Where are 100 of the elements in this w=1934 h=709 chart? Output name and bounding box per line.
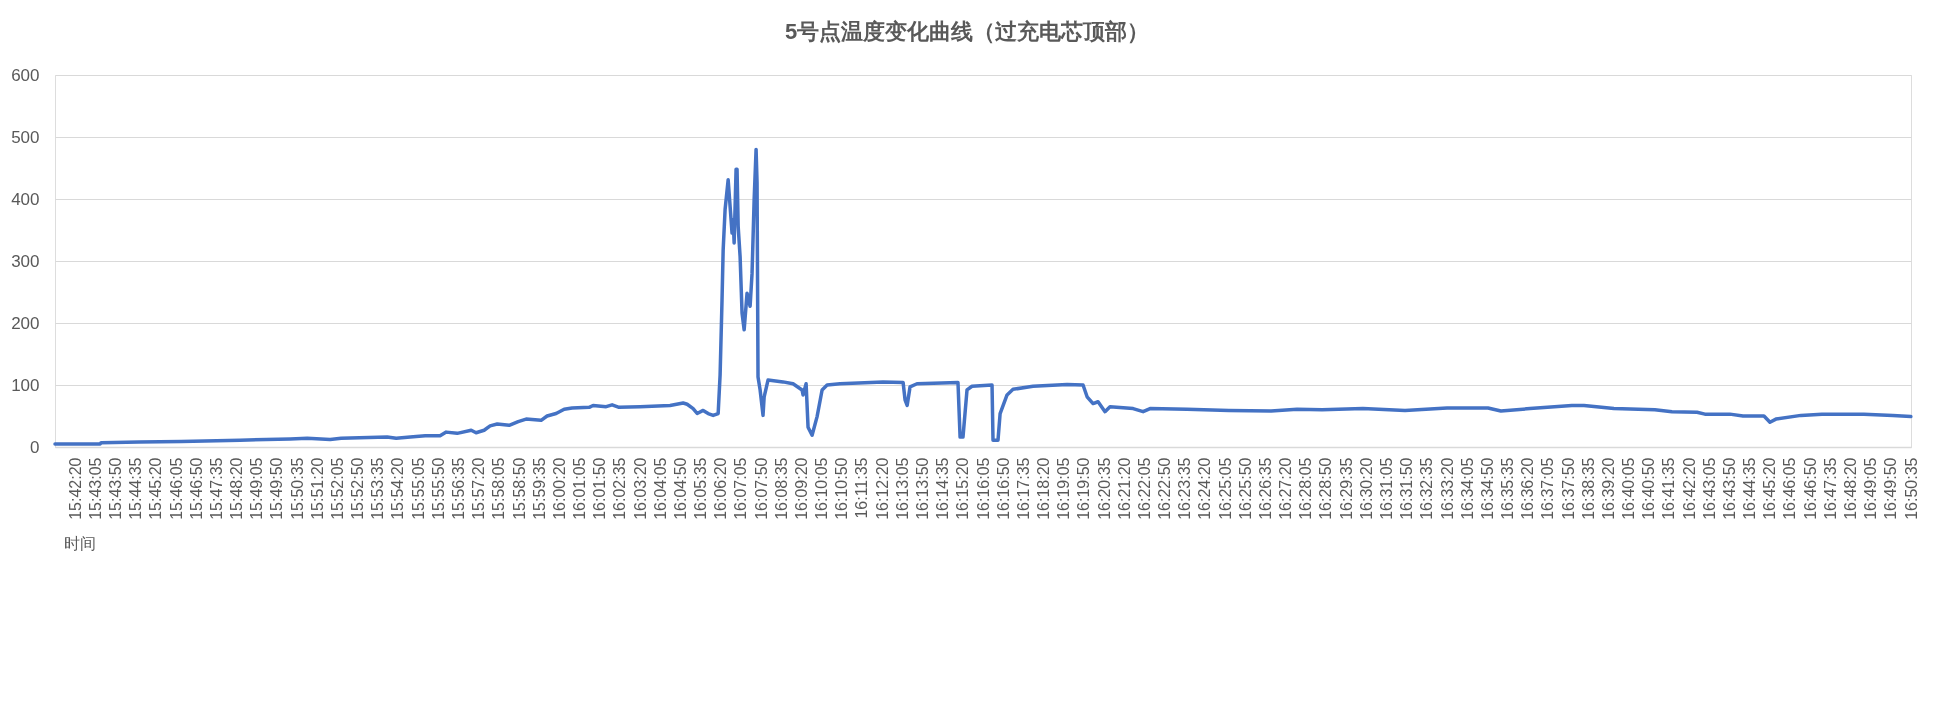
x-tick-label: 15:48:20 (228, 457, 246, 520)
x-tick-label: 16:12:20 (873, 457, 891, 520)
x-tick-label: 16:04:50 (671, 457, 689, 520)
x-tick-label: 16:40:05 (1620, 457, 1638, 520)
x-tick-label: 16:23:35 (1176, 457, 1194, 520)
x-tick-label: 16:15:20 (954, 457, 972, 520)
x-tick-label: 16:43:05 (1700, 457, 1718, 520)
x-tick-label: 16:31:50 (1398, 457, 1416, 520)
x-tick-label: 16:09:20 (792, 457, 810, 520)
x-tick-label: 16:04:05 (651, 457, 669, 520)
x-tick-label: 16:46:05 (1781, 457, 1799, 520)
x-tick-label: 15:55:05 (409, 457, 427, 520)
x-tick-label: 15:43:50 (107, 457, 125, 520)
x-tick-label: 16:18:20 (1035, 457, 1053, 520)
x-tick-label: 16:26:35 (1256, 457, 1274, 520)
x-tick-label: 16:48:20 (1841, 457, 1859, 520)
x-tick-label: 16:34:05 (1458, 457, 1476, 520)
x-tick-label: 16:50:35 (1902, 457, 1920, 520)
x-tick-label: 15:42:20 (66, 457, 84, 520)
x-tick-label: 15:45:20 (147, 457, 165, 520)
x-tick-label: 15:59:35 (530, 457, 548, 520)
x-tick-label: 16:22:05 (1135, 457, 1153, 520)
x-tick-label: 16:34:50 (1478, 457, 1496, 520)
x-tick-label: 16:45:20 (1761, 457, 1779, 520)
x-tick-label: 16:13:50 (913, 457, 931, 520)
x-tick-label: 15:52:05 (328, 457, 346, 520)
x-tick-label: 16:10:05 (813, 457, 831, 520)
x-tick-label: 16:41:35 (1660, 457, 1678, 520)
x-tick-label: 15:58:50 (510, 457, 528, 520)
x-tick-label: 16:47:35 (1821, 457, 1839, 520)
x-tick-label: 16:24:20 (1196, 457, 1214, 520)
x-tick-label: 16:46:50 (1801, 457, 1819, 520)
x-tick-label: 16:11:35 (853, 457, 871, 519)
x-tick-label: 16:16:50 (994, 457, 1012, 520)
x-tick-label: 16:40:50 (1640, 457, 1658, 520)
x-tick-label: 15:46:50 (187, 457, 205, 520)
x-tick-label: 16:00:20 (550, 457, 568, 520)
x-axis-title: 时间 (63, 534, 96, 552)
x-tick-label: 16:32:35 (1418, 457, 1436, 520)
x-tick-label: 16:20:35 (1095, 457, 1113, 520)
x-tick-label: 16:44:35 (1741, 457, 1759, 520)
x-tick-label: 15:57:20 (470, 457, 488, 520)
x-tick-label: 16:37:50 (1559, 457, 1577, 520)
x-tick-label: 16:42:20 (1680, 457, 1698, 520)
x-tick-label: 15:55:50 (429, 457, 447, 520)
x-tick-label: 15:49:05 (248, 457, 266, 520)
x-tick-label: 16:43:50 (1720, 457, 1738, 520)
x-tick-label: 16:38:35 (1579, 457, 1597, 520)
x-tick-label: 16:28:05 (1297, 457, 1315, 520)
x-tick-label: 15:53:35 (369, 457, 387, 520)
y-tick-label: 200 (11, 313, 40, 333)
x-tick-label: 16:30:20 (1357, 457, 1375, 520)
x-tick-label: 16:08:35 (772, 457, 790, 520)
x-tick-label: 15:51:20 (308, 457, 326, 520)
x-tick-label: 16:01:50 (591, 457, 609, 520)
chart-title: 5号点温度变化曲线（过充电芯顶部） (784, 19, 1150, 44)
x-tick-label: 16:49:50 (1882, 457, 1900, 520)
x-tick-label: 16:13:05 (893, 457, 911, 520)
x-tick-label: 16:25:50 (1236, 457, 1254, 520)
y-tick-label: 400 (11, 189, 40, 209)
x-tick-label: 16:14:35 (934, 457, 952, 520)
x-tick-label: 16:10:50 (833, 457, 851, 520)
y-tick-label: 100 (11, 375, 40, 395)
x-tick-label: 16:19:50 (1075, 457, 1093, 520)
x-tick-label: 15:49:50 (268, 457, 286, 520)
y-tick-label: 600 (11, 65, 40, 85)
x-tick-label: 16:36:20 (1519, 457, 1537, 520)
y-tick-label: 500 (11, 127, 40, 147)
x-tick-label: 15:44:35 (127, 457, 145, 520)
x-tick-label: 15:43:05 (86, 457, 104, 520)
x-tick-label: 15:58:05 (490, 457, 508, 520)
x-tick-label: 16:29:35 (1337, 457, 1355, 520)
x-tick-label: 16:07:50 (752, 457, 770, 520)
x-tick-label: 16:49:05 (1862, 457, 1880, 520)
x-tick-label: 16:16:05 (974, 457, 992, 520)
y-tick-label: 0 (30, 437, 40, 457)
x-tick-label: 15:56:35 (449, 457, 467, 520)
x-tick-label: 16:33:20 (1438, 457, 1456, 520)
x-tick-label: 16:19:05 (1055, 457, 1073, 520)
x-tick-label: 16:07:05 (732, 457, 750, 520)
x-tick-label: 16:21:20 (1115, 457, 1133, 520)
x-tick-label: 15:52:50 (349, 457, 367, 520)
x-tick-label: 16:28:50 (1317, 457, 1335, 520)
x-tick-label: 16:35:35 (1499, 457, 1517, 520)
x-tick-label: 16:37:05 (1539, 457, 1557, 520)
line-series (53, 147, 1913, 446)
x-tick-label: 16:01:05 (571, 457, 589, 520)
x-tick-label: 16:17:35 (1014, 457, 1032, 520)
y-tick-label: 300 (11, 251, 40, 271)
x-tick-label: 16:25:05 (1216, 457, 1234, 520)
x-tick-label: 15:46:05 (167, 457, 185, 520)
x-tick-label: 16:05:35 (692, 457, 710, 520)
x-tick-label: 16:06:20 (712, 457, 730, 520)
x-tick-label: 16:02:35 (611, 457, 629, 520)
x-tick-label: 16:27:20 (1277, 457, 1295, 520)
x-tick-label: 15:54:20 (389, 457, 407, 520)
x-tick-label: 16:31:05 (1377, 457, 1395, 520)
x-tick-label: 16:03:20 (631, 457, 649, 520)
x-tick-label: 16:22:50 (1156, 457, 1174, 520)
x-tick-label: 15:47:35 (207, 457, 225, 520)
